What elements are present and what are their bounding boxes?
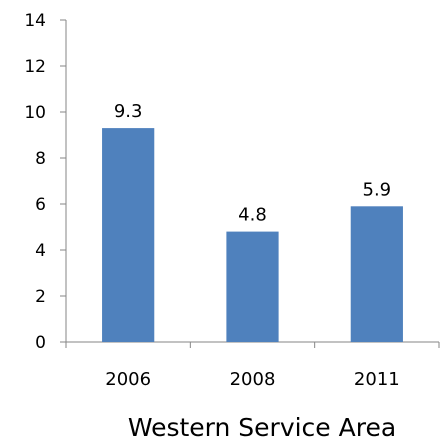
data-label-2008: 4.8 [238, 205, 267, 226]
bar-2006 [102, 128, 155, 342]
y-tick-label: 4 [35, 241, 46, 261]
y-tick-label: 10 [24, 103, 46, 123]
y-tick-label: 2 [35, 287, 46, 307]
data-labels: 9.3 4.8 5.9 [114, 101, 391, 226]
x-axis-title: Western Service Area [128, 413, 396, 441]
y-axis: 0 2 4 6 8 10 12 14 [24, 11, 67, 353]
bar-2008 [226, 231, 279, 342]
y-tick-label: 0 [35, 333, 46, 353]
y-tick-label: 12 [24, 57, 46, 77]
x-tick-label-2008: 2008 [230, 369, 276, 390]
x-tick-label-2011: 2011 [354, 369, 400, 390]
data-label-2006: 9.3 [114, 101, 143, 122]
x-axis: 2006 2008 2011 [65, 341, 440, 390]
bar-2011 [350, 206, 403, 342]
data-label-2011: 5.9 [363, 179, 392, 200]
y-tick-label: 6 [35, 195, 46, 215]
x-tick-label-2006: 2006 [105, 369, 151, 390]
y-tick-label: 8 [35, 149, 46, 169]
y-tick-label: 14 [24, 11, 46, 31]
bars [102, 128, 403, 342]
